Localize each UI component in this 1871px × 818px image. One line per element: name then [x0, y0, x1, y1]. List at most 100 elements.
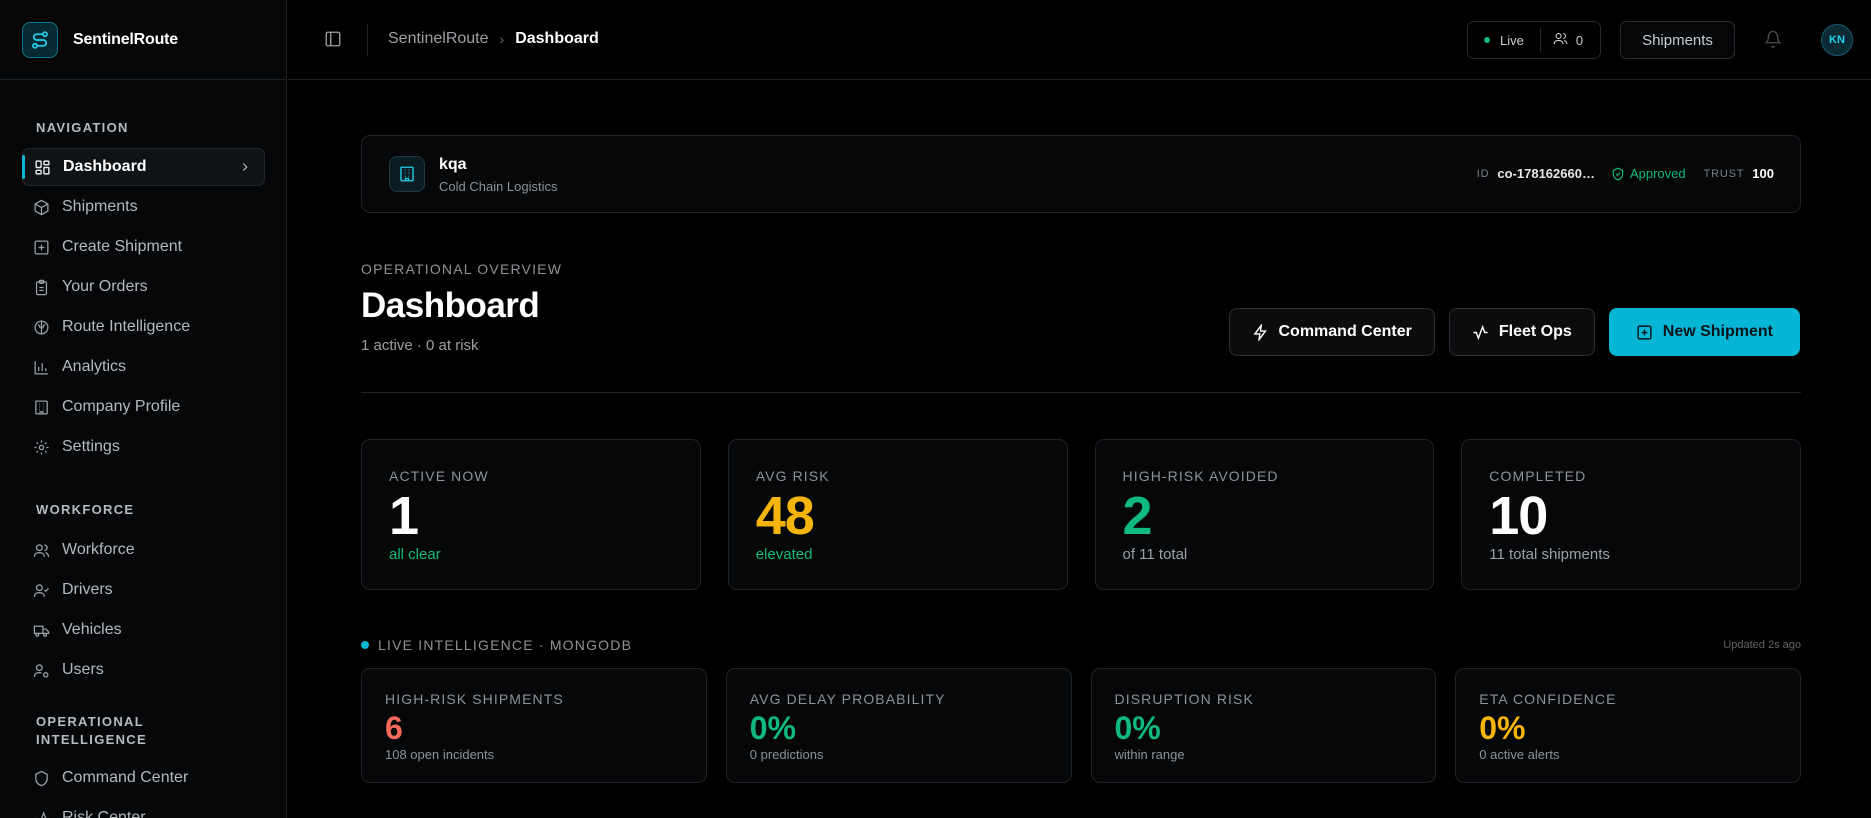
- sidebar-item-analytics[interactable]: Analytics: [22, 348, 265, 386]
- sidebar-item-label: Users: [62, 661, 104, 678]
- intel-label: ETA CONFIDENCE: [1479, 691, 1617, 707]
- stat-label: ACTIVE NOW: [389, 468, 489, 484]
- building-icon: [389, 156, 425, 192]
- command-center-button[interactable]: Command Center: [1228, 308, 1435, 356]
- trust-value: 100: [1752, 166, 1774, 181]
- clipboard-icon: [32, 278, 50, 296]
- nav-section-operational-intelligence: OPERATIONAL INTELLIGENCE Command Center …: [0, 713, 287, 818]
- sidebar-item-users[interactable]: Users: [22, 651, 265, 689]
- intel-card-avg-delay-probability: AVG DELAY PROBABILITY 0% 0 predictions: [725, 668, 1072, 783]
- section-divider: [361, 392, 1801, 393]
- stat-value: 1: [389, 486, 419, 546]
- company-id-label: ID: [1476, 167, 1490, 180]
- live-dot: [361, 641, 369, 649]
- sidebar-item-label: Workforce: [62, 541, 135, 558]
- sidebar-item-shipments[interactable]: Shipments: [22, 188, 265, 226]
- activity-icon: [32, 809, 50, 818]
- bell-icon[interactable]: [1764, 30, 1782, 53]
- stat-label: AVG RISK: [755, 468, 830, 484]
- intel-note: 108 open incidents: [385, 747, 495, 762]
- stat-note: of 11 total: [1122, 546, 1188, 563]
- button-label: New Shipment: [1662, 323, 1773, 340]
- company-meta: ID co-178162660… Approved TRUST 100: [1477, 166, 1774, 181]
- live-label: Live: [1500, 32, 1524, 48]
- intel-card-disruption-risk: DISRUPTION RISK 0% within range: [1090, 668, 1437, 783]
- sidebar-item-settings[interactable]: Settings: [22, 428, 265, 466]
- sidebar-item-create-shipment[interactable]: Create Shipment: [22, 228, 265, 266]
- sidebar-item-label: Shipments: [62, 198, 138, 215]
- sidebar-item-route-intelligence[interactable]: Route Intelligence: [22, 308, 265, 346]
- live-status-pill[interactable]: Live 0: [1467, 21, 1601, 59]
- section-title: NAVIGATION: [36, 120, 129, 135]
- status-badge: Approved: [1611, 166, 1686, 181]
- sidebar-item-label: Risk Center: [62, 809, 146, 818]
- user-cog-icon: [32, 661, 50, 679]
- main-content: kqa Cold Chain Logistics ID co-178162660…: [288, 81, 1871, 818]
- stat-card-completed: COMPLETED 10 11 total shipments: [1461, 439, 1801, 590]
- activity-icon: [1473, 324, 1488, 340]
- chevron-right-icon: ›: [499, 31, 505, 47]
- status-label: Approved: [1629, 166, 1686, 181]
- sidebar-item-label: Create Shipment: [62, 238, 183, 255]
- stats-row: ACTIVE NOW 1 all clear AVG RISK 48 eleva…: [361, 439, 1801, 590]
- sidebar-item-dashboard[interactable]: Dashboard: [22, 148, 265, 186]
- sidebar-item-command-center[interactable]: Command Center: [22, 759, 265, 797]
- live-dot: [1484, 37, 1490, 43]
- intel-label: AVG DELAY PROBABILITY: [749, 691, 946, 707]
- company-type: Cold Chain Logistics: [439, 179, 558, 194]
- intel-note: within range: [1114, 747, 1185, 762]
- button-label: Command Center: [1278, 323, 1412, 340]
- sidebar-item-drivers[interactable]: Drivers: [22, 571, 265, 609]
- page-title: Dashboard: [361, 286, 540, 325]
- breadcrumb: SentinelRoute › Dashboard: [388, 30, 599, 48]
- sidebar-item-label: Command Center: [62, 769, 189, 786]
- sidebar-toggle-icon[interactable]: [324, 30, 344, 50]
- breadcrumb-root[interactable]: SentinelRoute: [388, 30, 489, 47]
- package-icon: [32, 198, 50, 216]
- nav-section-navigation: NAVIGATION Dashboard Shipments: [0, 119, 287, 466]
- sidebar: SentinelRoute NAVIGATION Dashboard Shipm…: [0, 0, 287, 818]
- stat-value: 2: [1122, 486, 1153, 546]
- sidebar-item-label: Settings: [62, 438, 120, 455]
- intel-row: HIGH-RISK SHIPMENTS 6 108 open incidents…: [361, 668, 1801, 783]
- sidebar-item-label: Drivers: [62, 581, 113, 598]
- avatar[interactable]: KN: [1821, 24, 1853, 56]
- page-overline: OPERATIONAL OVERVIEW: [361, 261, 563, 277]
- zap-icon: [1252, 323, 1267, 341]
- header-divider: [367, 24, 368, 56]
- nav-section-workforce: WORKFORCE Workforce Drivers Vehicles: [0, 501, 287, 689]
- users-icon: [32, 541, 50, 559]
- intel-note: 0 active alerts: [1479, 747, 1560, 762]
- sidebar-item-company-profile[interactable]: Company Profile: [22, 388, 265, 426]
- grid-icon: [33, 158, 51, 176]
- online-user-count: 0: [1575, 32, 1584, 48]
- sidebar-item-label: Your Orders: [62, 278, 148, 295]
- shipments-button[interactable]: Shipments: [1620, 21, 1735, 59]
- stat-label: HIGH-RISK AVOIDED: [1122, 468, 1279, 484]
- sidebar-item-label: Analytics: [62, 358, 127, 375]
- section-title: OPERATIONAL INTELLIGENCE: [36, 714, 147, 747]
- intel-value: 0%: [1114, 710, 1161, 746]
- company-id-value: co-178162660…: [1497, 166, 1595, 181]
- stat-note: elevated: [755, 546, 813, 563]
- stat-card-active-now: ACTIVE NOW 1 all clear: [361, 439, 701, 590]
- brand-name: SentinelRoute: [73, 30, 178, 48]
- brand[interactable]: SentinelRoute: [0, 0, 286, 80]
- stat-card-avg-risk: AVG RISK 48 elevated: [727, 439, 1068, 590]
- sidebar-item-workforce[interactable]: Workforce: [22, 531, 265, 569]
- sidebar-item-vehicles[interactable]: Vehicles: [22, 611, 265, 649]
- button-label: Fleet Ops: [1498, 323, 1572, 340]
- sidebar-item-label: Vehicles: [62, 621, 122, 638]
- shield-check-icon: [1612, 167, 1624, 180]
- sidebar-item-risk-center[interactable]: Risk Center: [22, 799, 265, 818]
- company-name: kqa: [439, 156, 467, 173]
- route-logo-icon: [22, 21, 58, 58]
- sidebar-item-your-orders[interactable]: Your Orders: [22, 268, 265, 306]
- new-shipment-button[interactable]: New Shipment: [1608, 308, 1800, 356]
- plus-square-icon: [1637, 324, 1652, 340]
- intel-value: 0%: [1479, 710, 1526, 746]
- section-title: WORKFORCE: [36, 502, 135, 517]
- fleet-ops-button[interactable]: Fleet Ops: [1448, 308, 1595, 356]
- stat-label: COMPLETED: [1489, 468, 1587, 484]
- user-check-icon: [32, 581, 50, 599]
